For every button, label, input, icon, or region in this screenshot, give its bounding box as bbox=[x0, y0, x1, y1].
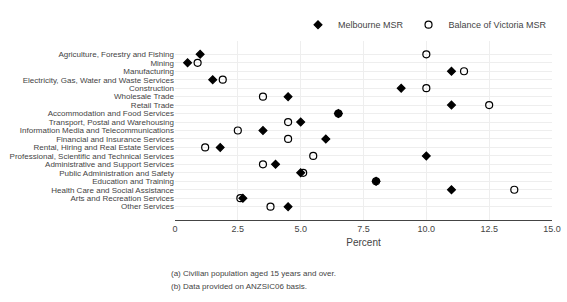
svg-text:Education and Training: Education and Training bbox=[92, 177, 174, 186]
svg-text:Transport, Postal and Warehous: Transport, Postal and Warehousing bbox=[49, 118, 174, 127]
svg-text:(a) Civilian population aged 1: (a) Civilian population aged 15 years an… bbox=[171, 269, 336, 278]
svg-text:Arts and Recreation Services: Arts and Recreation Services bbox=[70, 194, 174, 203]
svg-text:Manufacturing: Manufacturing bbox=[123, 67, 174, 76]
svg-text:Agriculture, Forestry and Fish: Agriculture, Forestry and Fishing bbox=[58, 50, 174, 59]
svg-text:Melbourne MSR: Melbourne MSR bbox=[338, 20, 404, 30]
svg-text:Accommodation and Food Service: Accommodation and Food Services bbox=[48, 109, 174, 118]
svg-text:Electricity, Gas, Water and Wa: Electricity, Gas, Water and Waste Servic… bbox=[23, 76, 174, 85]
svg-text:2.5: 2.5 bbox=[232, 224, 245, 234]
svg-text:Mining: Mining bbox=[150, 59, 174, 68]
svg-text:Financial and Insurance Servic: Financial and Insurance Services bbox=[56, 135, 174, 144]
svg-text:Health Care and Social Assista: Health Care and Social Assistance bbox=[51, 186, 174, 195]
svg-text:Balance of Victoria MSR: Balance of Victoria MSR bbox=[449, 20, 547, 30]
svg-text:Rental, Hiring and Real Estate: Rental, Hiring and Real Estate Services bbox=[33, 143, 174, 152]
svg-text:12.5: 12.5 bbox=[480, 224, 498, 234]
svg-text:Information Media and Telecomm: Information Media and Telecommunications bbox=[20, 126, 174, 135]
svg-text:Administrative and Support Ser: Administrative and Support Services bbox=[45, 160, 174, 169]
svg-text:Professional, Scientific and T: Professional, Scientific and Technical S… bbox=[10, 152, 174, 161]
svg-text:Construction: Construction bbox=[129, 84, 174, 93]
svg-text:Percent: Percent bbox=[346, 237, 381, 248]
svg-text:10.0: 10.0 bbox=[418, 224, 436, 234]
svg-text:15.0: 15.0 bbox=[543, 224, 561, 234]
svg-text:5.0: 5.0 bbox=[294, 224, 307, 234]
svg-text:Public Administration and Safe: Public Administration and Safety bbox=[59, 169, 174, 178]
svg-text:0: 0 bbox=[172, 224, 177, 234]
svg-text:7.5: 7.5 bbox=[357, 224, 370, 234]
svg-text:(b) Data provided on ANZSIC06: (b) Data provided on ANZSIC06 basis. bbox=[171, 282, 307, 291]
svg-text:Retail Trade: Retail Trade bbox=[131, 101, 175, 110]
svg-text:Wholesale Trade: Wholesale Trade bbox=[114, 92, 175, 101]
svg-text:Other Services: Other Services bbox=[121, 202, 174, 211]
